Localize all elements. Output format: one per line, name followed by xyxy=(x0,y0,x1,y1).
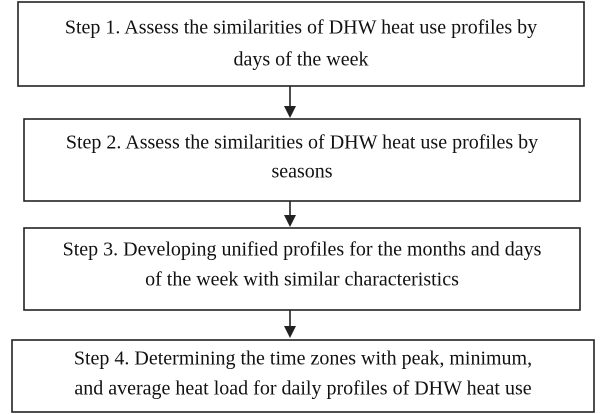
step-box xyxy=(23,227,581,311)
step-4: Step 4. Determining the time zones with … xyxy=(11,339,595,413)
step-text: Step 1. Assess the similarities of DHW h… xyxy=(65,17,537,39)
step-box xyxy=(23,118,581,202)
step-text: Step 2. Assess the similarities of DHW h… xyxy=(66,132,538,154)
arrow-head xyxy=(284,106,296,118)
step-box xyxy=(11,339,595,413)
step-text: seasons xyxy=(271,161,332,183)
step-1: Step 1. Assess the similarities of DHW h… xyxy=(17,1,585,87)
step-text: Step 4. Determining the time zones with … xyxy=(74,348,532,370)
step-2: Step 2. Assess the similarities of DHW h… xyxy=(23,118,581,202)
step-text: of the week with similar characteristics xyxy=(145,269,459,291)
step-text: Step 3. Developing unified profiles for … xyxy=(63,239,542,261)
arrow-head xyxy=(284,326,296,338)
arrow-head xyxy=(284,215,296,227)
step-text: and average heat load for daily profiles… xyxy=(74,378,531,400)
step-3: Step 3. Developing unified profiles for … xyxy=(23,227,581,311)
step-text: days of the week xyxy=(234,49,369,71)
step-box xyxy=(17,1,585,87)
